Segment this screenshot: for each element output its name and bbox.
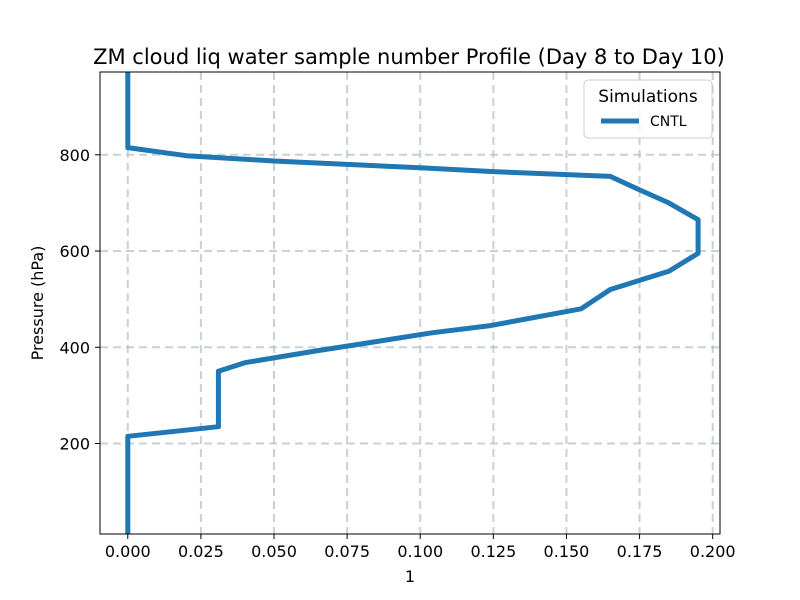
series-line-cntl bbox=[125, 72, 701, 534]
legend-label-cntl: CNTL bbox=[650, 114, 687, 130]
y-tick-label: 800 bbox=[59, 146, 90, 165]
x-tick-label: 0.075 bbox=[324, 542, 370, 561]
gridlines bbox=[100, 72, 720, 534]
x-tick-label: 0.125 bbox=[470, 542, 516, 561]
y-axis-label: Pressure (hPa) bbox=[28, 246, 47, 361]
x-tick-label: 0.175 bbox=[617, 542, 663, 561]
legend: Simulations CNTL bbox=[583, 79, 713, 139]
x-axis-ticks: 0.000 0.025 0.050 0.075 0.100 0.125 0.150 0.175… bbox=[105, 534, 736, 561]
y-axis-ticks: 200 400 600 800 bbox=[59, 146, 100, 454]
y-tick-label: 400 bbox=[59, 338, 90, 357]
x-tick-label: 0.100 bbox=[397, 542, 443, 561]
legend-title: Simulations bbox=[598, 87, 698, 107]
x-tick-label: 0.050 bbox=[251, 542, 297, 561]
series-layer bbox=[125, 72, 701, 534]
x-tick-label: 0.150 bbox=[544, 542, 590, 561]
y-tick-label: 200 bbox=[59, 435, 90, 454]
chart-title: ZM cloud liq water sample number Profile… bbox=[93, 45, 725, 69]
x-tick-label: 0.025 bbox=[178, 542, 224, 561]
x-tick-label: 0.200 bbox=[690, 542, 736, 561]
x-axis-label: 1 bbox=[405, 567, 415, 586]
y-tick-label: 600 bbox=[59, 242, 90, 261]
x-tick-label: 0.000 bbox=[105, 542, 151, 561]
plot-area-frame bbox=[99, 71, 721, 535]
